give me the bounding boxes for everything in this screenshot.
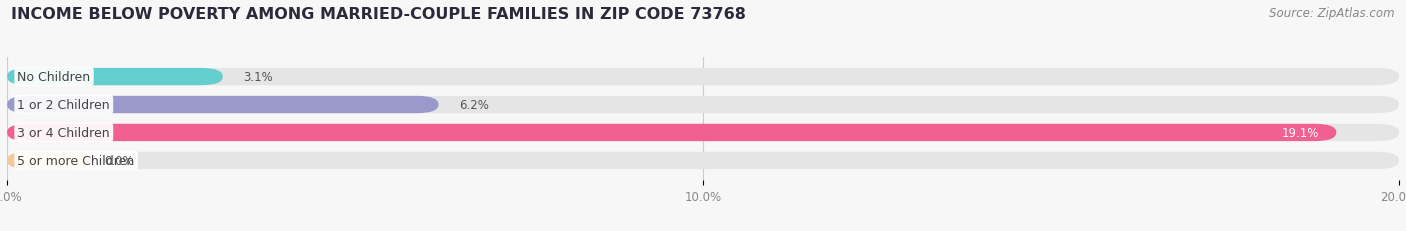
Text: No Children: No Children — [17, 71, 90, 84]
FancyBboxPatch shape — [7, 69, 1399, 86]
Text: 0.0%: 0.0% — [104, 154, 134, 167]
FancyBboxPatch shape — [7, 152, 1399, 169]
FancyBboxPatch shape — [7, 152, 90, 169]
Text: 3 or 4 Children: 3 or 4 Children — [17, 126, 110, 139]
Text: 3.1%: 3.1% — [243, 71, 273, 84]
FancyBboxPatch shape — [7, 96, 1399, 114]
Text: 5 or more Children: 5 or more Children — [17, 154, 135, 167]
Text: 1 or 2 Children: 1 or 2 Children — [17, 99, 110, 112]
Text: Source: ZipAtlas.com: Source: ZipAtlas.com — [1270, 7, 1395, 20]
FancyBboxPatch shape — [7, 124, 1399, 142]
FancyBboxPatch shape — [7, 69, 222, 86]
FancyBboxPatch shape — [7, 124, 1336, 142]
FancyBboxPatch shape — [7, 96, 439, 114]
Text: 19.1%: 19.1% — [1281, 126, 1319, 139]
Text: 6.2%: 6.2% — [460, 99, 489, 112]
Text: INCOME BELOW POVERTY AMONG MARRIED-COUPLE FAMILIES IN ZIP CODE 73768: INCOME BELOW POVERTY AMONG MARRIED-COUPL… — [11, 7, 747, 22]
